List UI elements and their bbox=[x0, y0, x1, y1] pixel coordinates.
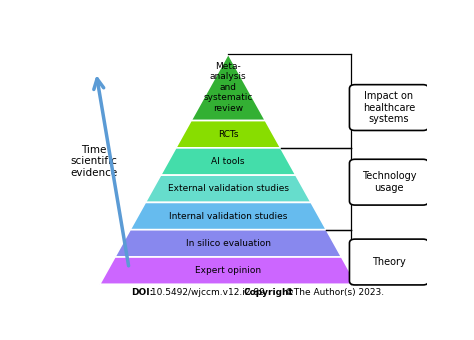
Text: ©The Author(s) 2023.: ©The Author(s) 2023. bbox=[282, 288, 384, 297]
Polygon shape bbox=[161, 148, 296, 175]
Text: External validation studies: External validation studies bbox=[168, 184, 289, 193]
Polygon shape bbox=[100, 257, 357, 284]
Text: 10.5492/wjccm.v12.i2.89: 10.5492/wjccm.v12.i2.89 bbox=[148, 288, 271, 297]
Polygon shape bbox=[146, 175, 311, 202]
Text: Time
scientific
evidence: Time scientific evidence bbox=[71, 144, 118, 178]
Polygon shape bbox=[130, 202, 327, 230]
Text: Expert opinion: Expert opinion bbox=[195, 266, 261, 275]
Text: Copyright: Copyright bbox=[244, 288, 293, 297]
Text: Technology
usage: Technology usage bbox=[362, 171, 416, 193]
Text: In silico evaluation: In silico evaluation bbox=[186, 239, 271, 248]
Polygon shape bbox=[191, 54, 265, 121]
Text: AI tools: AI tools bbox=[211, 157, 245, 166]
Text: Internal validation studies: Internal validation studies bbox=[169, 211, 287, 221]
FancyBboxPatch shape bbox=[349, 85, 428, 131]
Text: RCTs: RCTs bbox=[218, 130, 238, 139]
Text: Impact on
healthcare
systems: Impact on healthcare systems bbox=[363, 91, 415, 124]
Text: Meta-
analysis
and
systematic
review: Meta- analysis and systematic review bbox=[203, 62, 253, 113]
Polygon shape bbox=[115, 230, 342, 257]
FancyBboxPatch shape bbox=[349, 239, 428, 285]
Text: Theory: Theory bbox=[372, 257, 406, 267]
Polygon shape bbox=[176, 121, 281, 148]
FancyBboxPatch shape bbox=[349, 159, 428, 205]
Text: DOI:: DOI: bbox=[131, 288, 154, 297]
